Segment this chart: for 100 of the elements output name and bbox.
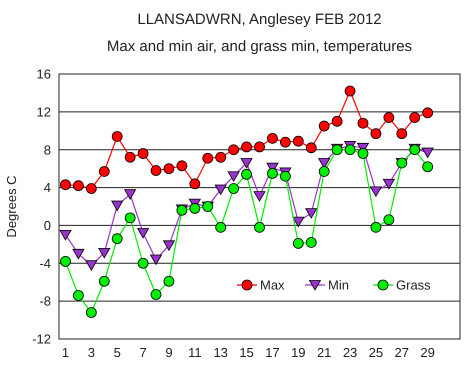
y-axis-title: Degrees C [4,175,19,238]
point [124,152,136,163]
point [189,202,200,214]
point [98,276,110,287]
point [214,184,227,195]
point [112,233,123,244]
point [370,222,382,233]
x-tick-label: 15 [239,345,254,360]
point [228,144,240,156]
point [124,212,136,224]
point [254,191,266,202]
point [292,238,304,249]
point [60,256,71,267]
point [176,160,188,172]
x-tick-label: 17 [265,345,280,360]
legend-label: Grass [396,278,432,293]
x-tick-label: 19 [291,345,306,360]
point [344,144,356,156]
point [382,178,395,190]
point [240,158,252,168]
point [228,171,240,182]
point [163,240,175,251]
y-tick-label: 4 [44,180,51,196]
chart-subtitle: Max and min air, and grass min, temperatures [106,38,412,55]
point [164,163,174,174]
x-tick-label: 5 [114,345,121,360]
point [60,179,71,190]
point [332,116,343,127]
point [280,136,291,148]
point [138,148,148,159]
point [318,120,330,132]
x-tick-label: 9 [165,345,173,360]
point [60,230,72,240]
point [124,189,136,200]
y-tick-label: -4 [39,256,51,271]
point [409,112,420,123]
y-tick-label: -12 [32,332,51,347]
point [73,180,84,192]
x-tick-label: 25 [368,345,384,360]
point [422,148,434,158]
point [267,168,278,179]
point [72,248,84,260]
point [150,254,162,265]
point [164,276,174,287]
y-tick-label: -8 [39,294,51,309]
point [73,290,84,301]
point [111,200,124,211]
y-tick-label: 12 [36,104,51,120]
x-tick-label: 11 [188,345,202,360]
point [370,128,382,140]
point [358,148,368,159]
point [305,208,318,219]
point [306,237,317,248]
point [202,152,214,164]
chart-title: LLANSADWRN, Anglesey FEB 2012 [137,11,382,28]
point [254,141,265,152]
point [318,166,330,177]
legend-label: Min [328,278,349,293]
point [137,228,149,238]
point [112,131,123,142]
point [344,86,356,96]
x-tick-label: 23 [342,345,358,360]
point [422,161,434,172]
point [370,186,382,197]
x-tick-label: 7 [139,345,147,360]
point [215,222,226,233]
y-tick-label: 0 [44,218,51,233]
point [138,258,148,269]
point [98,166,110,177]
point [189,178,200,190]
legend-label: Max [260,278,286,293]
point [241,168,252,180]
x-tick-label: 29 [420,345,435,360]
x-tick-label: 27 [394,345,410,360]
point [383,214,394,226]
x-tick-label: 1 [62,345,70,360]
point [86,307,97,318]
point [267,132,278,144]
point [150,289,162,300]
x-tick-label: 21 [316,345,332,360]
point [358,118,368,129]
point [306,142,317,154]
point [422,107,434,118]
point [85,260,98,271]
y-tick-label: 8 [44,142,51,158]
y-tick-label: 16 [36,66,51,82]
point [241,141,252,152]
x-tick-label: 3 [88,345,95,360]
x-tick-label: 13 [213,345,228,360]
point [396,128,408,140]
point [280,170,291,182]
point [254,222,265,233]
point [383,112,394,123]
point [292,136,304,147]
point [228,183,240,194]
point [150,165,162,176]
point [215,152,226,163]
point [86,183,97,194]
point [292,216,304,228]
point [98,248,110,258]
